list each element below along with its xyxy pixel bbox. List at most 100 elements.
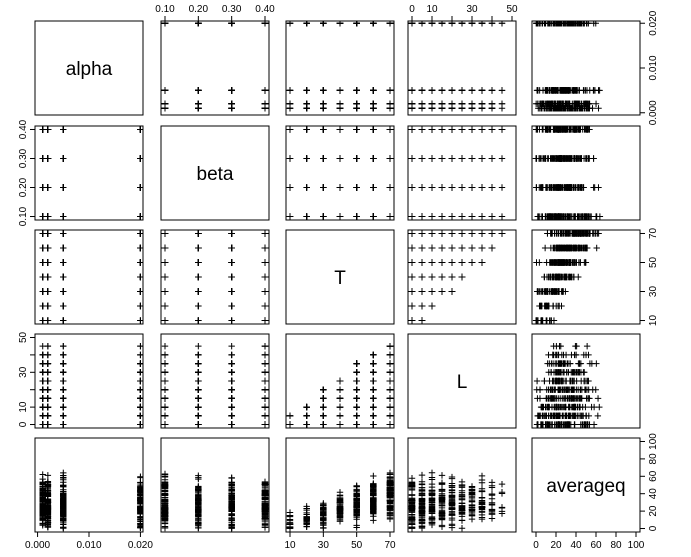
data-point: [438, 273, 446, 281]
data-point: [261, 87, 269, 94]
data-point: [448, 126, 456, 133]
data-point: [137, 230, 143, 237]
data-point: [583, 100, 591, 108]
data-point: [458, 230, 466, 237]
data-point: [408, 273, 416, 281]
data-point: [418, 302, 426, 310]
data-point: [44, 302, 52, 310]
data-point: [438, 213, 446, 220]
data-point: [320, 87, 327, 94]
data-point: [448, 184, 456, 191]
data-point: [428, 155, 436, 162]
panel-alpha-vs-T: [285, 20, 395, 116]
data-point: [582, 213, 590, 220]
data-point: [228, 21, 235, 27]
data-point: [44, 126, 52, 133]
panel-frame: [160, 20, 270, 116]
data-point: [336, 155, 344, 162]
data-point: [137, 273, 143, 281]
data-point: [303, 126, 310, 133]
panel-beta-vs-L: [407, 125, 517, 221]
data-point: [536, 126, 543, 133]
data-point: [137, 302, 143, 310]
data-point: [195, 230, 202, 237]
data-point: [583, 87, 591, 94]
data-point: [478, 244, 486, 252]
data-point: [448, 21, 456, 27]
data-point: [320, 184, 327, 191]
data-point: [468, 126, 476, 133]
data-point: [478, 100, 486, 108]
data-point: [161, 317, 169, 324]
panel-frame: [34, 229, 144, 325]
data-point: [286, 100, 294, 108]
data-point: [590, 184, 597, 191]
data-point: [498, 100, 506, 108]
panel-frame: [34, 20, 144, 116]
data-point: [386, 184, 394, 191]
data-point: [458, 259, 466, 266]
data-point: [569, 126, 577, 133]
data-point: [386, 87, 394, 94]
data-point: [370, 126, 377, 133]
data-point: [44, 184, 52, 191]
data-point: [60, 259, 67, 266]
data-point: [60, 184, 67, 191]
data-point: [468, 230, 476, 237]
data-point: [386, 155, 394, 162]
data-point: [195, 302, 202, 310]
data-point: [593, 244, 600, 252]
data-point: [370, 184, 377, 191]
data-point: [438, 244, 446, 252]
data-point: [60, 126, 67, 133]
data-point: [468, 155, 476, 162]
data-point: [137, 259, 143, 266]
data-point: [44, 213, 52, 220]
data-point: [60, 288, 67, 295]
data-point: [498, 87, 506, 94]
data-point: [458, 184, 466, 191]
data-point: [478, 21, 486, 27]
data-point: [353, 155, 360, 162]
data-point: [448, 273, 456, 281]
data-point: [137, 317, 143, 324]
data-point: [574, 155, 581, 162]
data-point: [303, 213, 310, 220]
data-point: [353, 21, 360, 27]
data-point: [303, 184, 310, 191]
data-point: [534, 213, 541, 220]
data-point: [448, 100, 456, 108]
panel-beta-vs-alpha: [34, 125, 144, 221]
data-point: [286, 87, 294, 94]
data-point: [370, 213, 377, 220]
data-point: [570, 21, 577, 27]
data-point: [438, 259, 446, 266]
data-point: [438, 184, 446, 191]
data-point: [576, 126, 584, 133]
data-point: [370, 100, 377, 108]
data-point: [286, 126, 294, 133]
data-point: [551, 213, 558, 220]
data-point: [488, 184, 496, 191]
data-point: [478, 213, 486, 220]
data-point: [320, 100, 327, 108]
data-point: [286, 213, 294, 220]
data-point: [408, 230, 416, 237]
data-point: [448, 155, 456, 162]
data-point: [228, 87, 235, 94]
data-point: [498, 230, 506, 237]
data-point: [303, 87, 310, 94]
data-point: [44, 273, 52, 281]
panel-frame: [407, 229, 517, 325]
data-point: [195, 317, 202, 324]
data-point: [195, 87, 202, 94]
data-point: [44, 317, 52, 324]
data-point: [303, 21, 310, 27]
data-point: [438, 155, 446, 162]
data-point: [418, 273, 426, 281]
panel-T-vs-alpha: [34, 229, 144, 325]
data-point: [228, 288, 235, 295]
panel-beta-vs-averageq: [531, 125, 641, 221]
panel-alpha-vs-averageq: [531, 20, 641, 116]
data-point: [418, 288, 426, 295]
